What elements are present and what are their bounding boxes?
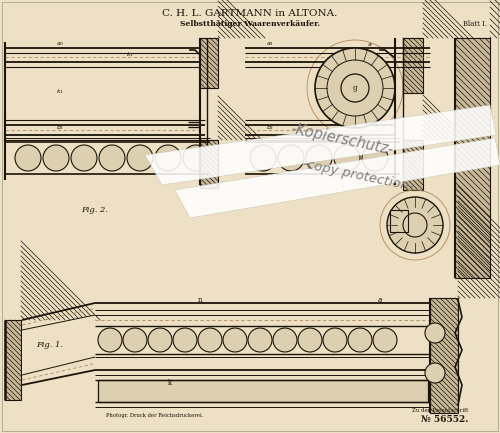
Bar [403,140,423,190]
Circle shape [298,328,322,352]
Bar [98,380,428,402]
Polygon shape [22,315,95,375]
Circle shape [250,145,276,171]
Text: $a_0$: $a_0$ [56,40,64,48]
Bar [200,38,218,88]
Text: Photogr. Druck der Reichsdruckerei.: Photogr. Druck der Reichsdruckerei. [106,413,204,417]
Circle shape [425,323,445,343]
Bar [430,298,458,413]
Text: $b_2$: $b_2$ [56,123,64,132]
Text: Fig. 2.: Fig. 2. [82,206,108,214]
Polygon shape [175,138,500,218]
Circle shape [71,145,97,171]
Circle shape [323,328,347,352]
Circle shape [248,328,272,352]
Text: $a$: $a$ [368,41,372,48]
Circle shape [348,328,372,352]
Bar [200,140,218,188]
Text: Fig. 1.: Fig. 1. [36,341,64,349]
Circle shape [127,145,153,171]
Text: -Kopierschutz-: -Kopierschutz- [290,122,395,158]
Circle shape [315,48,395,128]
Circle shape [223,328,247,352]
Polygon shape [145,105,496,185]
Circle shape [373,328,397,352]
Circle shape [334,145,360,171]
Text: $a$: $a$ [377,296,383,304]
Text: k: k [168,379,172,387]
Circle shape [43,145,69,171]
Text: -copy protection-: -copy protection- [301,157,415,193]
Circle shape [362,145,388,171]
Text: Selbstthätiger Waarenverkäufer.: Selbstthätiger Waarenverkäufer. [180,20,320,28]
Bar [5,320,21,400]
Bar [403,38,423,93]
Circle shape [198,328,222,352]
Text: $a_1$: $a_1$ [266,40,274,48]
Circle shape [306,145,332,171]
Circle shape [387,197,443,253]
Circle shape [99,145,125,171]
Bar [390,210,408,232]
Circle shape [98,328,122,352]
Text: $k_1$: $k_1$ [56,87,64,97]
Circle shape [155,145,181,171]
Text: C. H. L. GARTMANN in ALTONA.: C. H. L. GARTMANN in ALTONA. [162,10,338,19]
Circle shape [15,145,41,171]
Text: № 56552.: № 56552. [421,416,469,424]
Circle shape [123,328,147,352]
Circle shape [148,328,172,352]
Text: $k_1$: $k_1$ [126,51,134,59]
Text: $b_2$: $b_2$ [266,123,274,132]
Text: $f_5$: $f_5$ [352,123,358,132]
Text: Zu der Patentschrift: Zu der Patentschrift [412,407,468,413]
Circle shape [273,328,297,352]
Circle shape [278,145,304,171]
Text: g: g [353,84,357,92]
Text: Blatt I.: Blatt I. [463,20,487,28]
Circle shape [183,145,209,171]
Text: n: n [198,296,202,304]
Bar [455,38,490,278]
Circle shape [173,328,197,352]
Circle shape [425,363,445,383]
